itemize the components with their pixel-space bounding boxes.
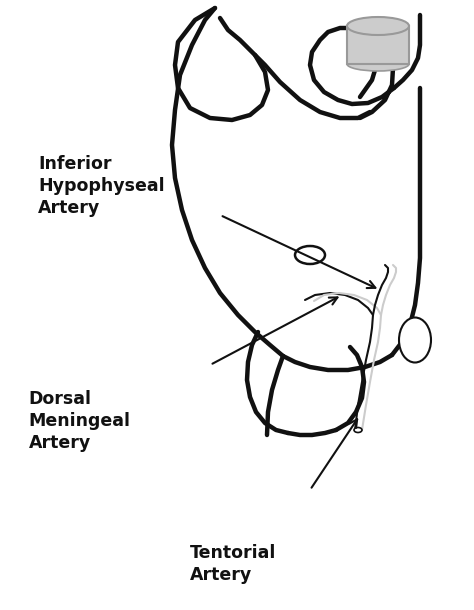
Ellipse shape <box>295 246 325 264</box>
Ellipse shape <box>347 17 409 35</box>
Text: Dorsal
Meningeal
Artery: Dorsal Meningeal Artery <box>28 390 130 452</box>
Ellipse shape <box>347 57 409 71</box>
FancyBboxPatch shape <box>347 26 409 64</box>
Text: Tentorial
Artery: Tentorial Artery <box>190 544 276 584</box>
Text: Inferior
Hypophyseal
Artery: Inferior Hypophyseal Artery <box>38 155 164 217</box>
Ellipse shape <box>399 317 431 362</box>
Ellipse shape <box>354 428 362 432</box>
